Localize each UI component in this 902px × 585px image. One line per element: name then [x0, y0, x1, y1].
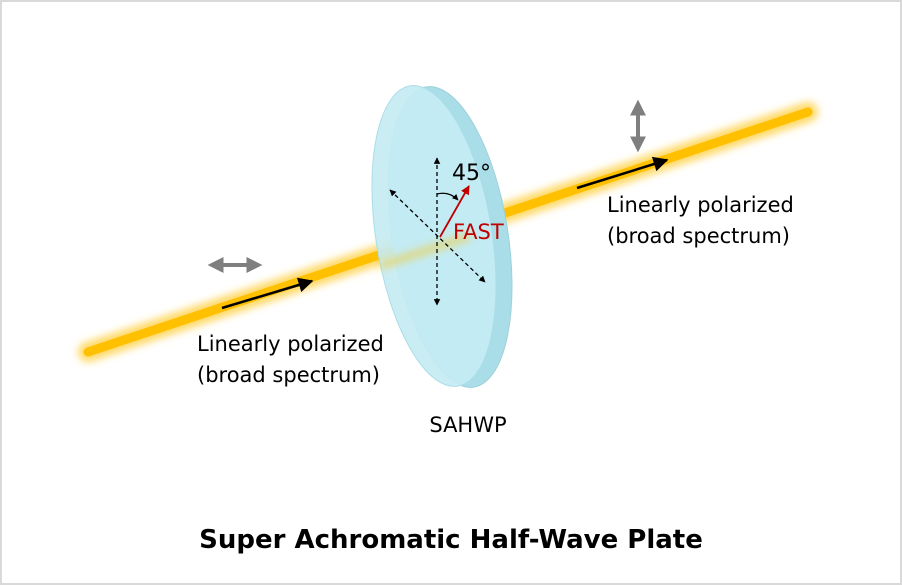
propagation-arrow [576, 156, 669, 190]
fast-axis-arrow [439, 185, 470, 238]
fast-axis-label: FAST [453, 220, 504, 244]
input-label: Linearly polarized [197, 332, 384, 356]
propagation-arrow [221, 277, 314, 310]
output-label: (broad spectrum) [607, 224, 790, 248]
output-label: Linearly polarized [607, 193, 794, 217]
plate-label: SAHWP [429, 413, 506, 437]
title: Super Achromatic Half-Wave Plate [199, 525, 703, 555]
input-label: (broad spectrum) [197, 363, 380, 387]
angle-label: 45° [452, 161, 491, 186]
angle-arc [436, 192, 459, 201]
diagonal-axis [389, 189, 486, 283]
